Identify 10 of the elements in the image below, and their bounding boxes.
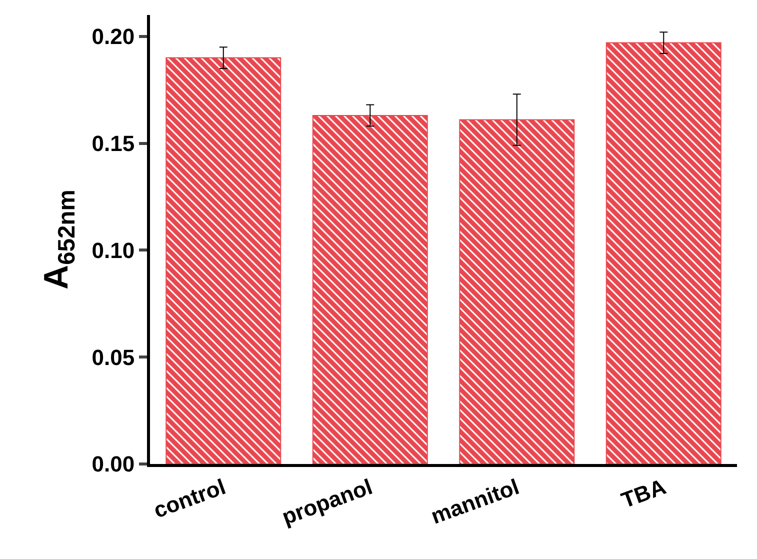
y-tick-label: 0.20 bbox=[92, 24, 135, 50]
y-tick-label: 0.15 bbox=[92, 130, 135, 156]
y-tick-label: 0.00 bbox=[92, 452, 135, 477]
bar bbox=[166, 57, 282, 464]
bar bbox=[312, 114, 428, 464]
bar bbox=[606, 42, 722, 464]
x-tick-label: TBA bbox=[618, 474, 670, 513]
y-tick-label: 0.05 bbox=[92, 344, 135, 370]
bar bbox=[459, 119, 575, 464]
y-tick-label: 0.10 bbox=[92, 238, 135, 263]
